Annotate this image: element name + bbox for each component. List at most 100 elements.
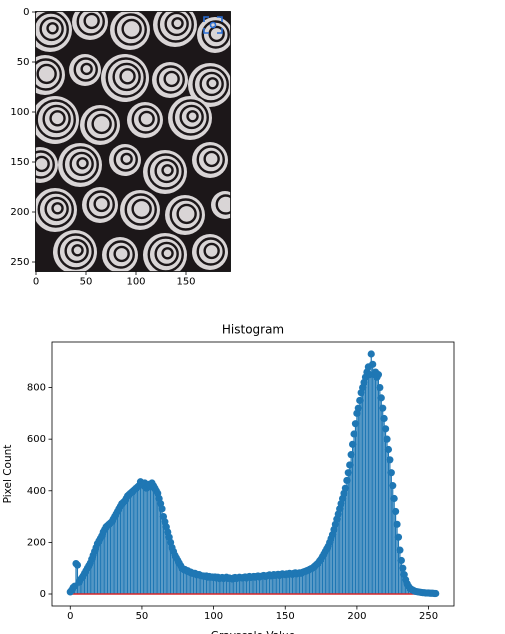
rose-ring	[42, 104, 71, 134]
stem-marker	[354, 404, 362, 412]
rose-ring	[112, 62, 141, 92]
x-tick-label: 50	[136, 611, 149, 622]
stem-marker	[351, 420, 360, 428]
y-tick-label: 0	[40, 589, 46, 600]
rose-ring	[113, 245, 130, 263]
axes-frame	[51, 341, 455, 607]
rose-ring	[163, 70, 180, 88]
stem-marker	[341, 484, 350, 492]
stem-marker	[374, 371, 383, 379]
rose	[101, 54, 149, 102]
stem-marker	[386, 456, 394, 464]
stem-marker	[346, 461, 354, 469]
rose-ring	[64, 238, 89, 264]
y-tick-label: 50	[17, 57, 30, 68]
focus-icon	[203, 16, 223, 34]
rose-ring	[91, 113, 112, 135]
rose-ring	[114, 13, 147, 46]
rose-ring	[208, 25, 225, 43]
y-tick-label: 150	[10, 157, 29, 168]
rose-ring	[203, 242, 220, 260]
stem-marker	[384, 445, 393, 454]
rose-ring	[161, 164, 174, 177]
x-tick-label: 250	[419, 611, 438, 622]
stem-marker	[397, 556, 405, 565]
rose-ring	[196, 237, 225, 266]
rose-ring	[44, 196, 69, 222]
rose-ring	[106, 240, 135, 269]
rose-ring	[86, 190, 115, 219]
rose-ring	[156, 65, 185, 94]
y-tick-label: 200	[27, 537, 46, 548]
x-tick-label: 50	[80, 277, 93, 288]
rose-ring	[36, 63, 57, 85]
stem-marker	[376, 383, 384, 392]
rose-ring	[57, 233, 94, 270]
stem-marker	[344, 469, 352, 477]
stem-marker	[367, 350, 375, 358]
x-tick-label: 0	[67, 611, 73, 622]
rose-ring	[51, 202, 64, 215]
y-tick-label: 400	[27, 486, 46, 497]
rose-ring	[131, 105, 160, 134]
x-tick-label: 150	[276, 611, 295, 622]
rose-ring	[39, 16, 64, 42]
rose-ring	[46, 22, 59, 35]
y-tick-label: 800	[27, 383, 46, 394]
rose-ring	[154, 241, 179, 267]
rose-ring	[206, 77, 219, 90]
rose-ring	[179, 104, 204, 130]
rose-ring	[131, 198, 152, 220]
rose-ring	[171, 17, 184, 30]
rose-ring	[35, 150, 55, 179]
stem-marker	[391, 507, 400, 516]
rose-ring	[120, 152, 133, 166]
rose-ring	[49, 110, 66, 127]
stem-marker	[389, 482, 397, 490]
stem-marker	[399, 564, 407, 572]
rose-ring	[164, 11, 189, 37]
rose-ring	[121, 18, 142, 40]
stem-marker	[350, 430, 358, 438]
stem-marker	[347, 451, 355, 459]
axes-frame	[35, 11, 231, 272]
rose-ring	[35, 155, 50, 173]
stem-marker	[396, 546, 404, 554]
rose-ring	[35, 99, 76, 140]
stem-marker	[377, 394, 385, 402]
rose-ring	[35, 58, 62, 91]
rose-ring	[157, 11, 194, 43]
rose-ring	[37, 191, 74, 228]
rose-ring	[147, 236, 184, 272]
stem-marker	[349, 440, 357, 448]
stem-marker	[393, 520, 401, 528]
rose-ring	[169, 198, 202, 231]
stem-marker	[432, 589, 440, 598]
y-tick-label: 0	[23, 7, 29, 18]
rose-ring	[147, 153, 184, 190]
rose-ring	[69, 151, 94, 177]
rose-ring	[62, 146, 99, 183]
y-tick-label: 100	[10, 107, 29, 118]
y-tick-label: 200	[10, 207, 29, 218]
rose-ring	[113, 147, 138, 172]
rose-ring	[35, 11, 69, 48]
rose-ring	[199, 71, 224, 97]
y-tick-label: 250	[10, 257, 29, 268]
stem-marker	[356, 396, 364, 405]
stem-marker	[73, 561, 82, 569]
stem-marker	[387, 469, 395, 477]
rose-ring	[80, 62, 93, 76]
rose-ring	[172, 99, 209, 136]
rose	[211, 191, 231, 219]
stem-marker	[369, 360, 377, 368]
x-tick-label: 150	[176, 277, 195, 288]
stem-marker	[380, 414, 388, 423]
rose-ring	[84, 108, 117, 141]
stem-marker	[390, 494, 398, 503]
y-axis-label: Pixel Count	[2, 445, 14, 504]
rose-ring	[196, 145, 225, 174]
stem-marker	[343, 476, 351, 485]
stem-marker	[158, 505, 166, 513]
